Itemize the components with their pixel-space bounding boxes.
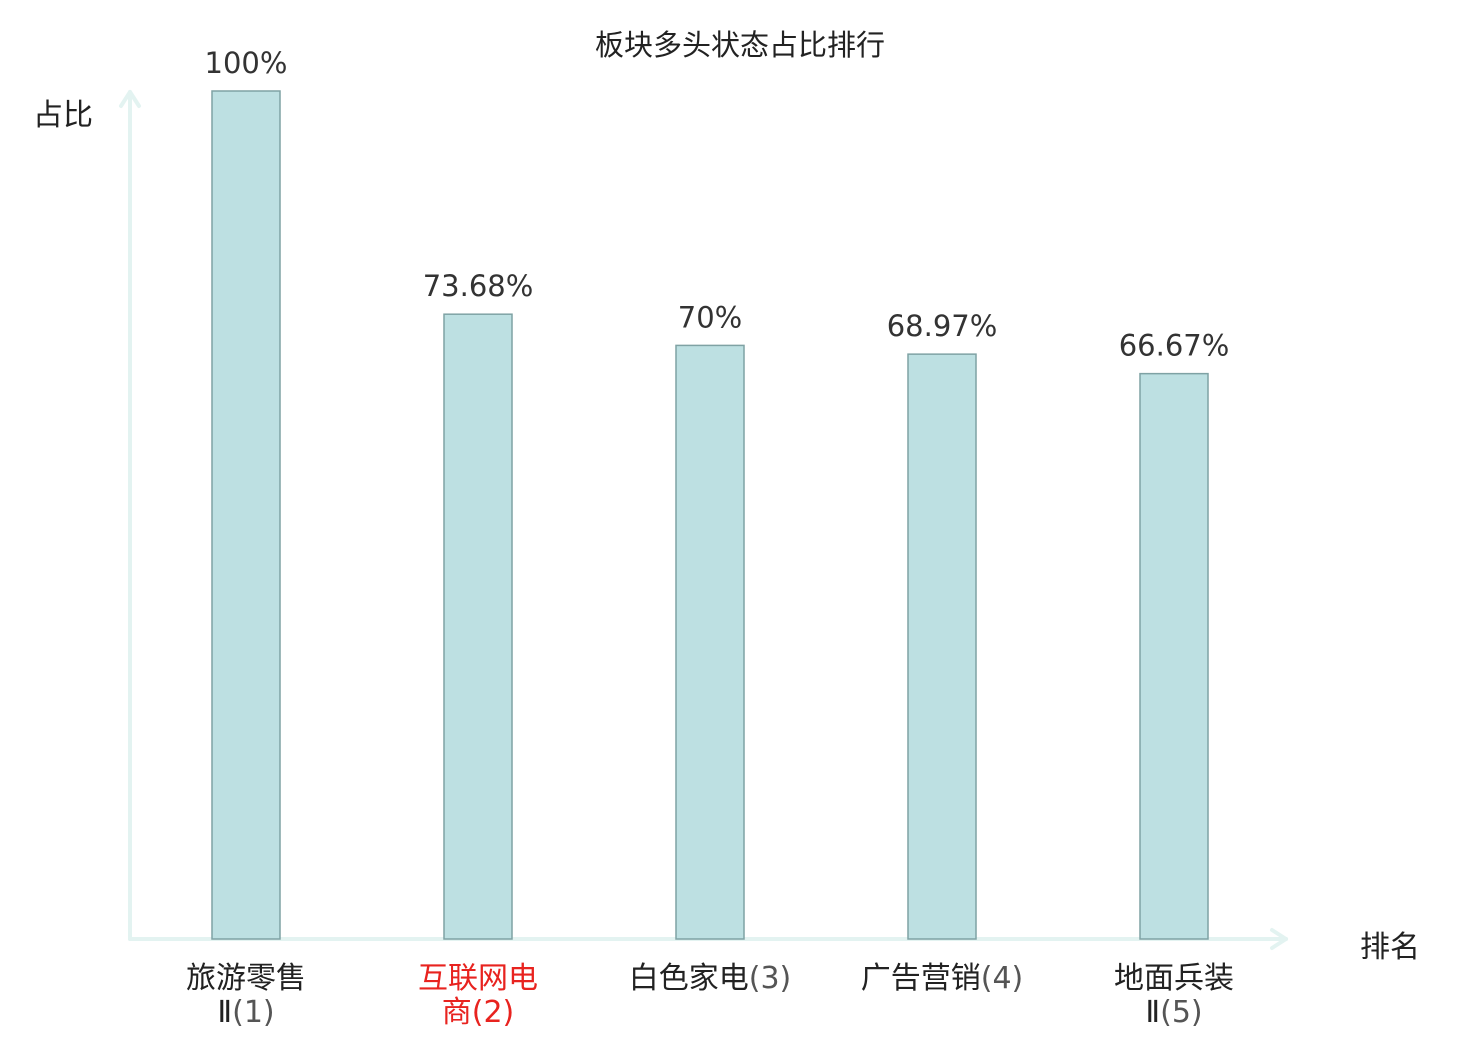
category-name: 互联网电 xyxy=(418,961,538,996)
category-rank: (3) xyxy=(748,961,792,996)
category-rank: (4) xyxy=(980,961,1024,996)
bar-value-label-2: 73.68% xyxy=(423,269,534,303)
bar-3 xyxy=(675,344,745,940)
bar-value-label-1: 100% xyxy=(205,46,288,80)
category-label-2: 互联网电 商(2) xyxy=(378,962,578,1030)
chart-title: 板块多头状态占比排行 xyxy=(594,28,885,62)
category-name: 白色家电 xyxy=(628,961,749,996)
bar-2 xyxy=(443,313,513,940)
bar-value-label-5: 66.67% xyxy=(1119,329,1230,363)
bar-5 xyxy=(1139,372,1209,940)
category-name: 旅游零售 xyxy=(186,961,306,996)
category-rank: (5) xyxy=(1160,995,1203,1030)
category-name-line2: Ⅱ xyxy=(1145,995,1161,1030)
category-rank: (2) xyxy=(471,995,515,1030)
category-label-5: 地面兵装 Ⅱ(5) xyxy=(1074,962,1274,1030)
category-name: 广告营销 xyxy=(860,961,981,996)
category-name: 地面兵装 xyxy=(1114,961,1234,996)
category-name-line2: Ⅱ xyxy=(217,995,233,1030)
y-axis-label: 占比 xyxy=(33,98,93,133)
y-axis-arrow-left xyxy=(119,90,132,108)
category-label-4: 广告营销(4) xyxy=(842,962,1042,996)
x-axis-arrow-bottom xyxy=(1270,937,1288,950)
bar-4 xyxy=(907,353,977,940)
category-label-1: 旅游零售 Ⅱ(1) xyxy=(146,962,346,1030)
bar-1 xyxy=(211,90,281,940)
bar-value-label-4: 68.97% xyxy=(887,309,998,343)
value-labels: 100% 73.68% 70% 68.97% 66.67% xyxy=(205,46,1230,363)
x-axis-arrow-top xyxy=(1270,928,1288,941)
x-axis-label: 排名 xyxy=(1360,930,1420,965)
category-name-line2: 商 xyxy=(441,995,472,1030)
y-axis-arrow-right xyxy=(128,90,141,108)
category-label-3: 白色家电(3) xyxy=(610,962,810,996)
category-rank: (1) xyxy=(232,995,275,1030)
bar-value-label-3: 70% xyxy=(678,300,742,334)
bars xyxy=(211,90,1209,940)
